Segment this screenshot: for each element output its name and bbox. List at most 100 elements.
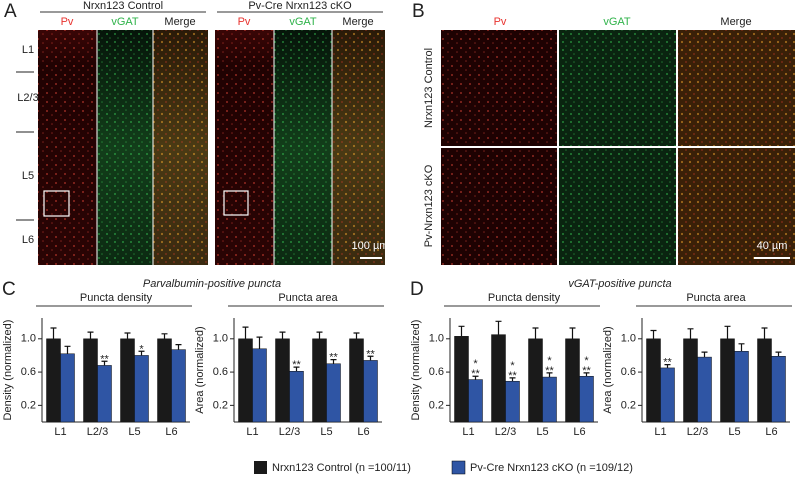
error-bar xyxy=(664,363,671,368)
x-tick-label: L6 xyxy=(357,426,369,438)
bar xyxy=(565,338,580,423)
bar xyxy=(734,351,749,423)
error-bar xyxy=(724,325,731,339)
bar xyxy=(157,338,172,423)
x-tick-label: L2/3 xyxy=(87,426,108,438)
x-tick-label: L2/3 xyxy=(495,426,516,438)
significance-label: ** xyxy=(329,352,338,364)
bar xyxy=(505,380,520,423)
significance-label: * xyxy=(139,343,144,355)
y-axis-label: Density (normalized) xyxy=(410,320,422,421)
significance-label: ** xyxy=(100,353,109,365)
y-tick-label: 1.0 xyxy=(621,333,636,345)
group-title: vGAT-positive puncta xyxy=(568,278,671,290)
bar xyxy=(528,338,543,423)
bar xyxy=(491,334,506,423)
legend-label: Pv-Cre Nrxn123 cKO (n =109/12) xyxy=(470,462,633,474)
legend-swatch xyxy=(254,461,267,474)
layer-label: L1 xyxy=(22,44,34,56)
channel-label: Merge xyxy=(164,16,195,28)
bar xyxy=(660,367,675,423)
chart-title: Puncta density xyxy=(80,292,153,304)
y-tick-label: 0.2 xyxy=(21,399,36,411)
error-bar xyxy=(64,345,71,354)
error-bar xyxy=(532,327,539,339)
error-bar xyxy=(242,326,249,339)
channel-label: Pv xyxy=(61,16,74,28)
bar xyxy=(275,338,290,423)
panel-label: A xyxy=(4,1,17,22)
bar xyxy=(289,370,304,423)
error-bar xyxy=(87,331,94,339)
error-bar xyxy=(101,360,108,366)
bar xyxy=(83,338,98,423)
scale-label: 40 µm xyxy=(757,240,788,252)
channel-label: vGAT xyxy=(289,16,317,28)
bar xyxy=(697,356,712,423)
error-bar xyxy=(330,359,337,364)
bar xyxy=(312,338,327,423)
bar xyxy=(349,338,364,423)
bar xyxy=(468,379,483,423)
y-tick-label: 1.0 xyxy=(429,333,444,345)
row-label: Pv-Nrxn123 cKO xyxy=(423,164,435,247)
error-bar xyxy=(138,350,145,356)
bar xyxy=(252,348,267,423)
group-label: Nrxn123 Control xyxy=(83,0,163,12)
error-bar xyxy=(256,336,263,349)
x-tick-label: L2/3 xyxy=(687,426,708,438)
channel-label: vGAT xyxy=(603,16,631,28)
panel-label: D xyxy=(410,279,424,300)
panel-b-images xyxy=(441,30,795,265)
y-tick-label: 1.0 xyxy=(213,333,228,345)
layer-label: L5 xyxy=(22,170,34,182)
x-tick-label: L6 xyxy=(573,426,585,438)
panel-label: C xyxy=(2,279,16,300)
error-bar xyxy=(509,377,516,382)
y-tick-label: 0.2 xyxy=(429,399,444,411)
significance-label: * ** xyxy=(508,360,517,382)
significance-label: * ** xyxy=(545,355,554,377)
group-title: Parvalbumin-positive puncta xyxy=(143,278,281,290)
legend-label: Nrxn123 Control (n =100/11) xyxy=(272,462,411,474)
bar xyxy=(97,365,112,423)
error-bar xyxy=(569,327,576,339)
chart-title: Puncta area xyxy=(686,292,746,304)
layer-label: L6 xyxy=(22,234,34,246)
y-tick-label: 0.2 xyxy=(621,399,636,411)
y-axis-label: Density (normalized) xyxy=(2,320,14,421)
panel-label: B xyxy=(412,1,425,22)
x-tick-label: L1 xyxy=(246,426,258,438)
error-bar xyxy=(50,327,57,339)
x-tick-label: L5 xyxy=(536,426,548,438)
legend-swatch xyxy=(451,460,466,475)
bar xyxy=(579,375,594,423)
y-tick-label: 0.6 xyxy=(213,366,228,378)
y-axis-label: Area (normalized) xyxy=(194,326,206,413)
bar xyxy=(326,363,341,423)
bar xyxy=(46,338,61,423)
y-tick-label: 0.2 xyxy=(213,399,228,411)
error-bar xyxy=(701,351,708,358)
x-tick-label: L2/3 xyxy=(279,426,300,438)
chart-title: Puncta density xyxy=(488,292,561,304)
bar xyxy=(771,356,786,423)
row-label: Nrxn123 Control xyxy=(423,48,435,128)
bar xyxy=(363,360,378,423)
x-tick-label: L1 xyxy=(54,426,66,438)
y-tick-label: 0.6 xyxy=(621,366,636,378)
y-axis-label: Area (normalized) xyxy=(602,326,614,413)
error-bar xyxy=(495,320,502,335)
y-tick-label: 1.0 xyxy=(21,333,36,345)
x-tick-label: L5 xyxy=(320,426,332,438)
bar xyxy=(171,349,186,423)
x-tick-label: L6 xyxy=(765,426,777,438)
panel-a-images xyxy=(16,11,385,265)
y-tick-label: 0.6 xyxy=(429,366,444,378)
x-tick-label: L6 xyxy=(165,426,177,438)
group-label: Pv-Cre Nrxn123 cKO xyxy=(248,0,352,12)
error-bar xyxy=(367,355,374,361)
bar xyxy=(60,353,75,423)
significance-label: ** xyxy=(663,356,672,368)
